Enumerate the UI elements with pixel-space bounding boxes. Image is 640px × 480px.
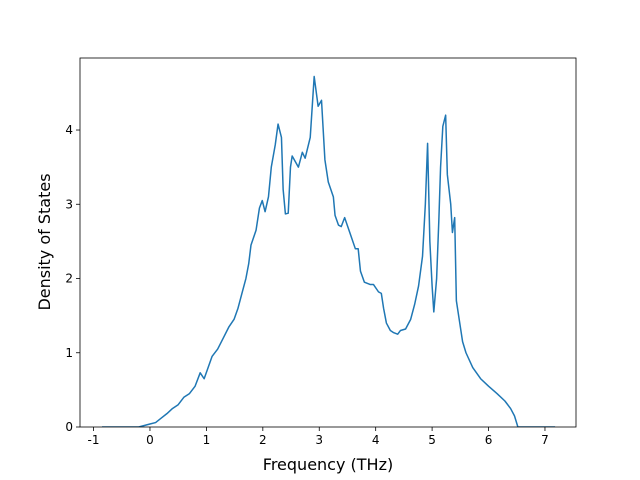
x-tick-label: 5 [428, 433, 436, 447]
y-tick-label: 3 [65, 197, 73, 211]
y-tick-label: 1 [65, 346, 73, 360]
x-tick-label: 2 [259, 433, 267, 447]
x-tick-label: 4 [372, 433, 380, 447]
x-axis-label: Frequency (THz) [263, 455, 393, 474]
line [102, 75, 556, 427]
x-tick-label: 3 [315, 433, 323, 447]
x-tick-label: -1 [88, 433, 100, 447]
plot-frame [79, 57, 577, 428]
x-tick-label: 7 [541, 433, 549, 447]
y-tick-label: 2 [65, 272, 73, 286]
x-tick-label: 6 [485, 433, 493, 447]
y-tick-label: 4 [65, 123, 73, 137]
x-tick-label: 0 [146, 433, 154, 447]
y-tick-label: 0 [65, 420, 73, 434]
x-tick-label: 1 [203, 433, 211, 447]
y-axis-label: Density of States [35, 173, 54, 310]
